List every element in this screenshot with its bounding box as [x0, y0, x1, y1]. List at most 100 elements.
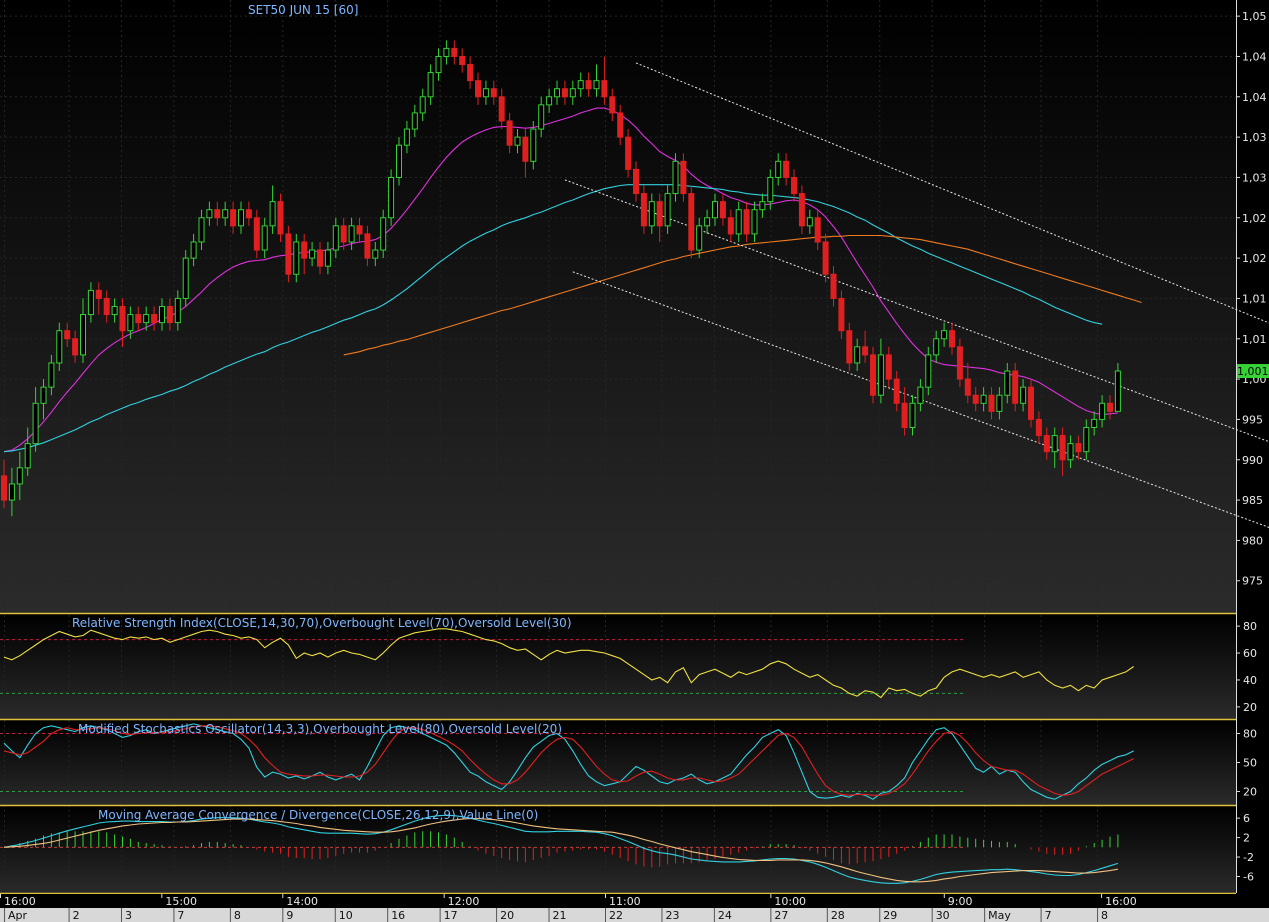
bear-candle-body	[1043, 435, 1050, 453]
bear-candle-body	[949, 330, 955, 348]
bull-candle-body	[40, 386, 47, 404]
time-tick-label: 16:00	[1105, 895, 1137, 908]
bull-candle-body	[664, 193, 671, 227]
bull-candle-body	[1091, 418, 1098, 428]
bull-candle-body	[569, 88, 576, 98]
price-tick-label: 1,02	[1242, 212, 1267, 225]
bear-candle-body	[301, 241, 308, 259]
bull-candle-body	[909, 402, 916, 428]
date-axis-background	[0, 908, 1269, 922]
price-tick-label: 985	[1242, 494, 1263, 507]
bear-candle-body	[1, 475, 7, 501]
bear-candle-body	[862, 346, 869, 356]
bull-candle-body	[190, 241, 197, 259]
bull-candle-body	[293, 241, 300, 275]
bull-candle-body	[538, 104, 545, 130]
bear-candle-body	[830, 273, 837, 299]
bear-candle-body	[814, 217, 821, 243]
indicator-title: Moving Average Convergence / Divergence(…	[98, 808, 538, 822]
ma-mid-line	[3, 184, 1103, 453]
bear-candle-body	[1012, 370, 1019, 404]
bull-candle-body	[269, 201, 276, 227]
bull-candle-body	[1099, 402, 1106, 420]
bear-candle-body	[656, 201, 663, 227]
bull-candle-body	[704, 217, 711, 227]
date-label: 30	[936, 909, 950, 922]
bull-candle-body	[324, 249, 331, 267]
bull-candle-body	[933, 338, 940, 356]
bull-candle-body	[8, 483, 15, 501]
bull-candle-body	[427, 72, 434, 98]
bull-candle-body	[917, 386, 924, 404]
bull-candle-body	[1067, 443, 1074, 461]
ma-slow-line	[343, 234, 1142, 356]
bear-candle-body	[103, 297, 110, 316]
bear-candle-body	[230, 209, 237, 227]
signal-line	[3, 818, 1118, 883]
bear-candle-body	[633, 168, 639, 195]
bull-candle-body	[56, 330, 63, 364]
bear-candle-body	[356, 225, 363, 235]
stoch-d-line	[3, 725, 1134, 796]
bull-candle-body	[775, 160, 782, 178]
bull-candle-body	[261, 225, 268, 251]
bull-candle-body	[941, 330, 948, 340]
bear-candle-body	[245, 209, 252, 219]
price-tick-label: 980	[1242, 534, 1263, 547]
indicator-tick-label: -2	[1243, 851, 1254, 864]
bear-candle-body	[451, 47, 458, 57]
bear-candle-body	[798, 193, 805, 227]
bear-candle-body	[1035, 418, 1042, 437]
bear-candle-body	[72, 338, 79, 356]
bull-candle-body	[16, 467, 23, 485]
bull-candle-body	[222, 209, 229, 219]
bear-candle-body	[151, 314, 158, 324]
bear-candle-body	[475, 80, 481, 98]
bull-candle-body	[767, 176, 774, 203]
bull-candle-body	[980, 394, 987, 404]
bear-candle-body	[467, 64, 474, 82]
bull-candle-body	[32, 402, 39, 445]
bull-candle-body	[87, 289, 94, 316]
bull-candle-body	[419, 96, 426, 114]
bull-candle-body	[554, 88, 560, 98]
bear-candle-body	[743, 209, 750, 235]
bull-candle-body	[238, 209, 244, 227]
price-pane-background	[0, 0, 1236, 613]
date-label: 22	[609, 909, 623, 922]
bull-candle-body	[1083, 426, 1090, 453]
bear-candle-body	[625, 136, 632, 170]
bear-candle-body	[680, 160, 687, 195]
bear-candle-body	[617, 112, 624, 138]
indicator-tick-label: 40	[1243, 674, 1257, 687]
bear-candle-body	[1075, 443, 1082, 453]
bull-candle-body	[514, 136, 521, 146]
indicator-title: Modified Stochastics Oscillator(14,3,3),…	[78, 722, 562, 736]
bear-candle-body	[870, 354, 876, 396]
bear-candle-body	[1107, 402, 1113, 412]
bull-candle-body	[648, 201, 655, 227]
price-tick-label: 1,03	[1242, 131, 1267, 144]
bull-candle-body	[411, 112, 418, 130]
bull-candle-body	[182, 257, 189, 299]
bear-candle-body	[119, 306, 126, 332]
bull-candle-body	[111, 306, 118, 316]
time-tick-label: 14:00	[286, 895, 318, 908]
bear-candle-body	[988, 394, 995, 412]
bear-candle-body	[506, 120, 513, 146]
bear-candle-body	[522, 136, 529, 162]
bull-candle-body	[996, 394, 1003, 412]
price-tick-label: 1,02	[1242, 252, 1267, 265]
bear-candle-body	[166, 306, 173, 324]
bear-candle-body	[885, 354, 892, 380]
price-tick-label: 975	[1242, 575, 1263, 588]
bear-candle-body	[253, 217, 260, 251]
bear-candle-body	[964, 378, 971, 396]
rsi-pane-background	[0, 614, 1236, 719]
bull-candle-body	[403, 128, 410, 146]
bear-candle-body	[972, 394, 979, 404]
price-tick-label: 990	[1242, 454, 1263, 467]
time-tick-label: 12:00	[448, 895, 480, 908]
indicator-title: Relative Strength Index(CLOSE,14,30,70),…	[72, 616, 572, 630]
